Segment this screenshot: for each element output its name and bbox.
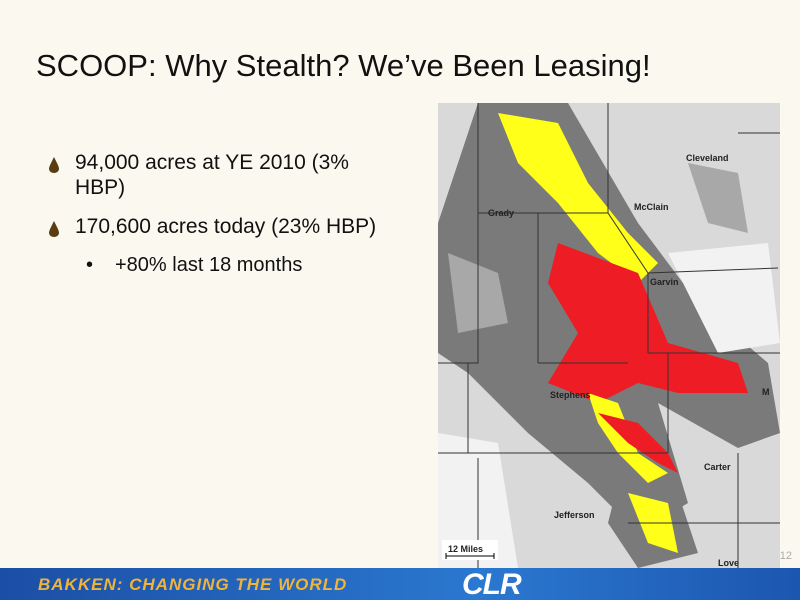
tagline: BAKKEN: CHANGING THE WORLD [38,575,348,594]
sub-bullet: +80% last 18 months [48,253,388,278]
bullet-list: 94,000 acres at YE 2010 (3% HBP) 170,600… [48,150,388,278]
county-label: McClain [634,202,669,212]
county-label: Grady [488,208,514,218]
county-label: Carter [704,462,731,472]
bullet: 94,000 acres at YE 2010 (3% HBP) [48,150,388,200]
map: Cleveland Grady McClain Garvin Stephens … [438,103,780,568]
bullet-text: 170,600 acres today (23% HBP) [75,215,377,238]
footer: BAKKEN: CHANGING THE WORLD CLR [0,568,800,600]
bullet-text: 94,000 acres at YE 2010 (3% HBP) [75,151,349,199]
county-label: Jefferson [554,510,595,520]
county-label: Love [718,558,739,568]
bullet: 170,600 acres today (23% HBP) [48,214,388,239]
county-label: Cleveland [686,153,729,163]
bullet-icon [49,157,59,173]
scale-bar [445,553,495,559]
scale-box [442,540,498,560]
bullet-icon [49,221,59,237]
scale-label: 12 Miles [448,544,483,554]
logo: CLR [462,568,522,600]
title: SCOOP: Why Stealth? We’ve Been Leasing! [36,48,651,83]
county-label: Garvin [650,277,679,287]
county-label: M [762,387,770,397]
page-number: 12 [779,550,792,562]
county-label: Stephens [550,390,591,400]
